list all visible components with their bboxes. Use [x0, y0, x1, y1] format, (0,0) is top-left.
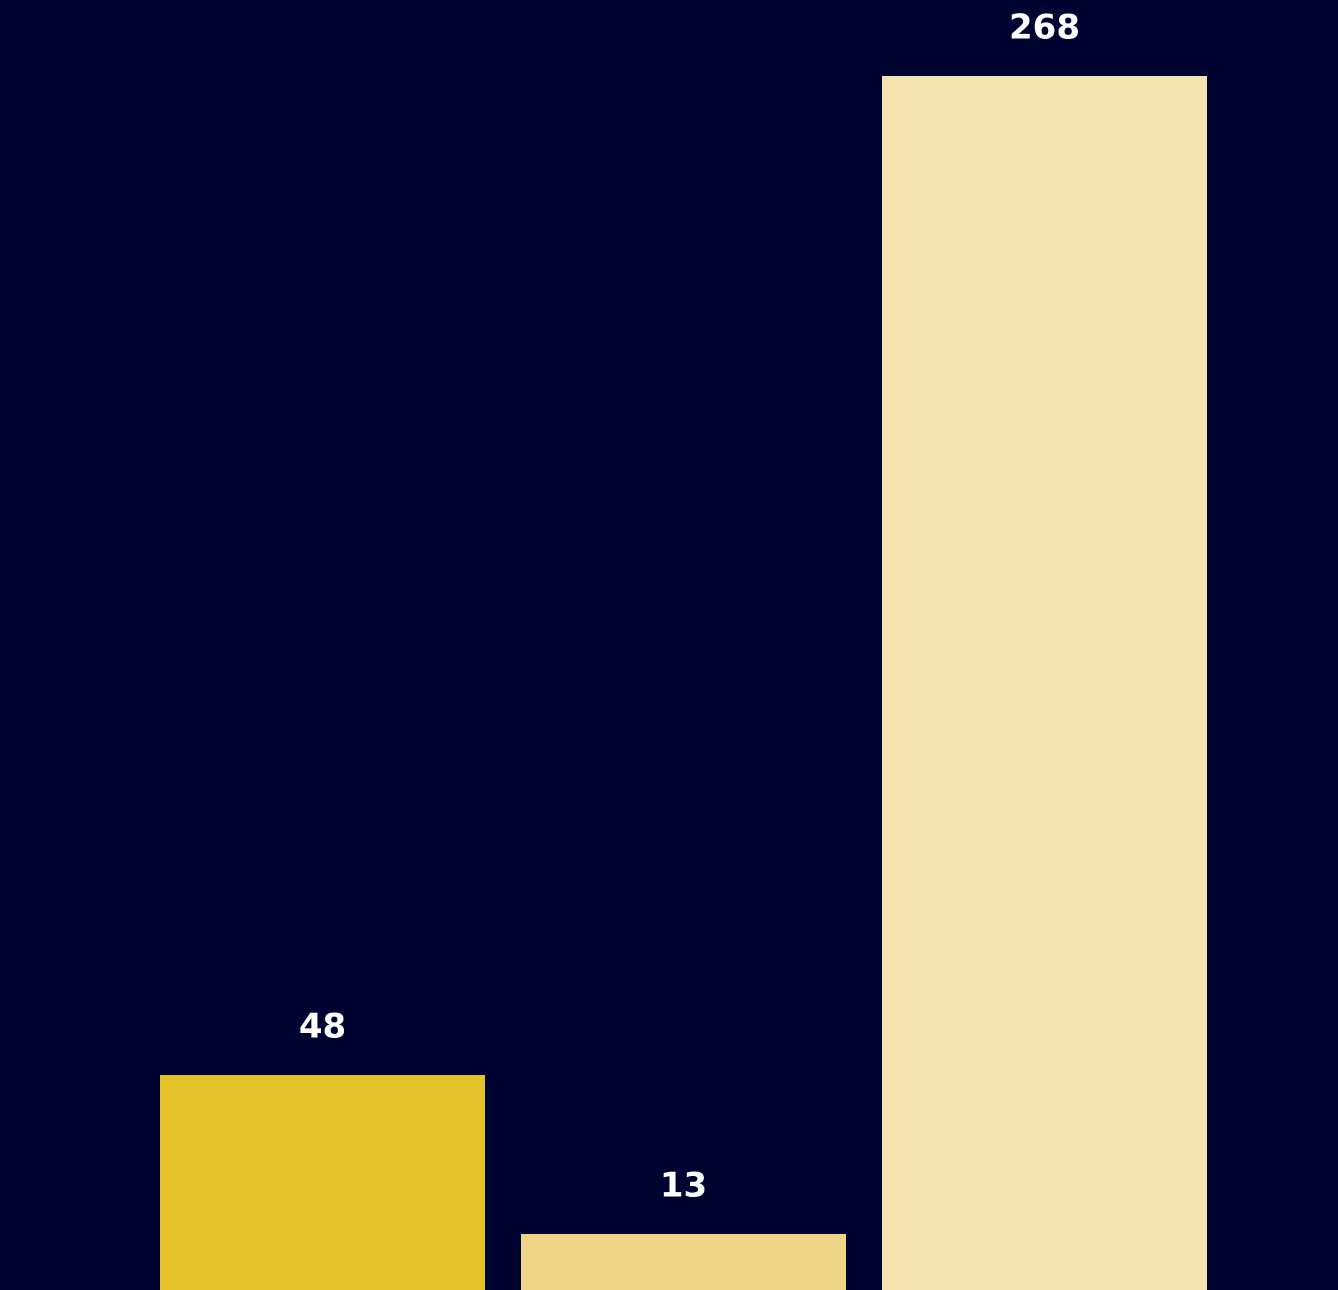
value-label: 13 — [660, 1165, 707, 1205]
bar — [160, 1075, 485, 1290]
value-label: 268 — [1009, 8, 1080, 48]
value-label: 48 — [299, 1007, 346, 1047]
bar — [882, 76, 1207, 1290]
bar — [521, 1233, 846, 1290]
